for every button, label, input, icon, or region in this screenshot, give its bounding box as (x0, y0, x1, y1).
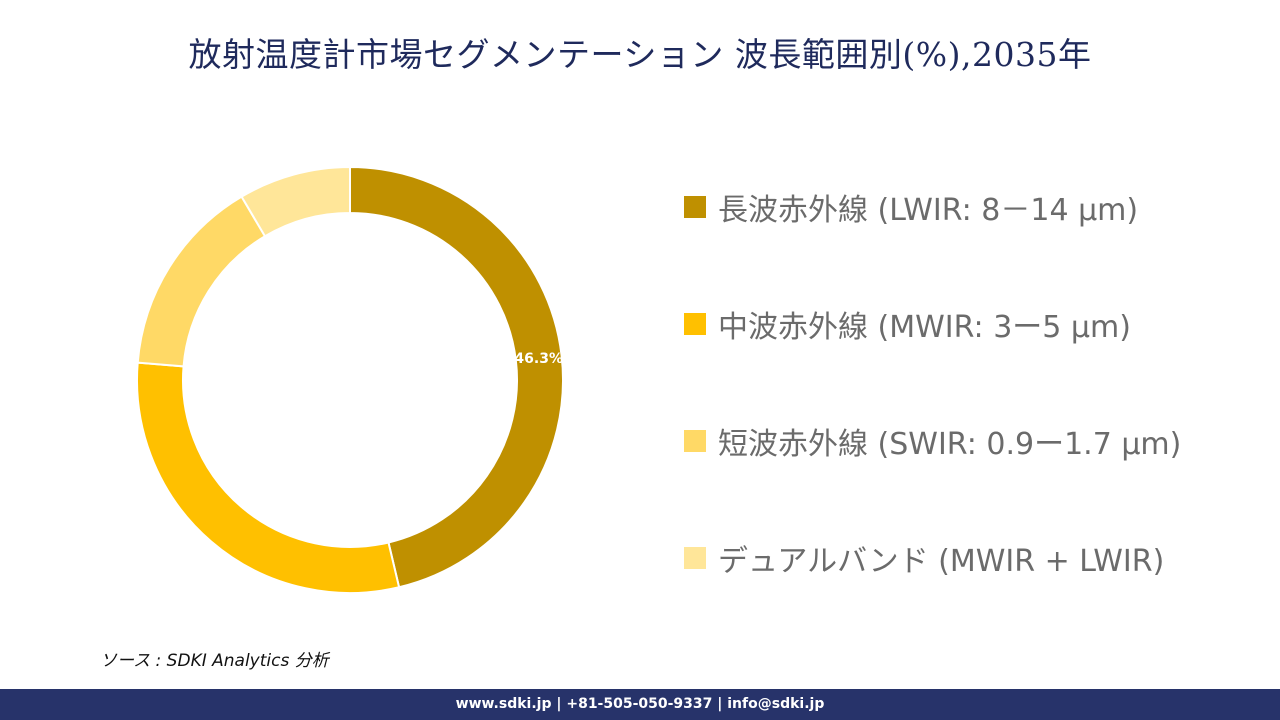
footer-contact-bar: www.sdki.jp | +81-505-050-9337 | info@sd… (0, 689, 1280, 720)
donut-slice-3 (136, 195, 267, 368)
data-label-1: 46.3% (514, 351, 563, 367)
legend-swatch (684, 547, 706, 569)
donut-slice-4 (240, 165, 351, 238)
legend-label: 中波赤外線 (MWIR: 3ー5 µm) (718, 310, 1131, 345)
legend-label: デュアルバンド (MWIR + LWIR) (718, 544, 1165, 579)
chart-title: 放射温度計市場セグメンテーション 波長範囲別(%),2035年 (188, 35, 1092, 74)
legend-swatch (684, 313, 706, 335)
legend-label: 短波赤外線 (SWIR: 0.9ー1.7 µm) (718, 427, 1182, 462)
donut-slice-2 (136, 361, 401, 594)
legend-item-3: 短波赤外線 (SWIR: 0.9ー1.7 µm) (684, 419, 1264, 463)
donut-slice-1 (349, 165, 564, 589)
legend-swatch (684, 196, 706, 218)
donut-chart: 46.3% (136, 165, 564, 594)
legend-label: 長波赤外線 (LWIR: 8－14 µm) (718, 193, 1139, 228)
source-note: ソース : SDKI Analytics 分析 (100, 651, 329, 671)
legend-item-1: 長波赤外線 (LWIR: 8－14 µm) (684, 185, 1264, 229)
legend-item-2: 中波赤外線 (MWIR: 3ー5 µm) (684, 302, 1264, 346)
legend-item-4: デュアルバンド (MWIR + LWIR) (684, 536, 1264, 580)
legend-swatch (684, 430, 706, 452)
